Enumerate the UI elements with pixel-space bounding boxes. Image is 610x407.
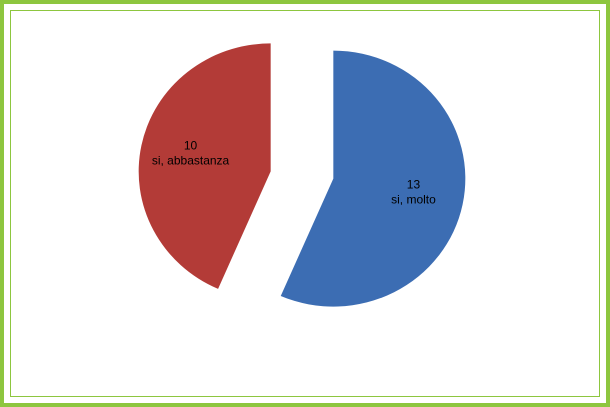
slice-category-label: si, abbastanza — [152, 153, 230, 167]
slice-value-label: 13 — [407, 178, 421, 192]
pie-slice-2 — [138, 43, 271, 289]
chart-area — [10, 10, 600, 397]
pie-slices — [138, 43, 466, 307]
slice-category-label: si, molto — [391, 193, 436, 207]
pie-slice-1 — [280, 50, 466, 307]
slice-value-label: 10 — [184, 138, 198, 152]
